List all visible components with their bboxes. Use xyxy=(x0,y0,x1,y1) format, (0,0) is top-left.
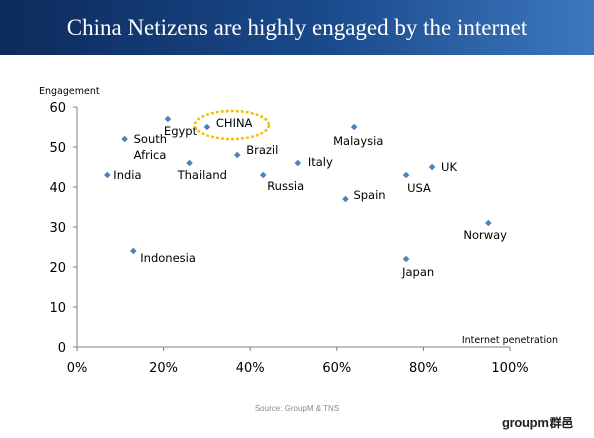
point-label: UK xyxy=(441,160,457,174)
title-bar xyxy=(0,0,594,55)
logo-text: groupm xyxy=(502,415,549,430)
highlight-ellipse xyxy=(193,109,271,141)
y-tick-label: 50 xyxy=(49,141,66,156)
point-label: USA xyxy=(407,181,431,195)
point-label: Thailand xyxy=(177,168,227,182)
point-label: Norway xyxy=(463,228,507,242)
x-tick-label: 40% xyxy=(236,361,265,376)
data-point xyxy=(186,159,193,167)
y-tick-label: 20 xyxy=(49,261,66,276)
point-label: CHINA xyxy=(216,116,253,130)
data-point xyxy=(402,171,410,179)
data-point xyxy=(350,123,358,131)
data-point xyxy=(342,195,349,203)
data-point xyxy=(402,255,410,263)
point-label: Spain xyxy=(353,188,385,202)
x-tick-label: 60% xyxy=(322,361,351,376)
data-point xyxy=(104,171,111,179)
data-point xyxy=(203,123,211,131)
x-tick-label: 100% xyxy=(491,361,528,376)
x-tick-label: 80% xyxy=(409,361,438,376)
data-point xyxy=(129,247,137,255)
data-point xyxy=(294,159,302,167)
page-title: China Netizens are highly engaged by the… xyxy=(66,15,528,40)
x-tick-label: 0% xyxy=(67,361,88,376)
point-label: Egypt xyxy=(164,124,198,138)
data-point xyxy=(428,163,436,171)
data-point xyxy=(121,135,128,143)
point-label: India xyxy=(113,168,141,182)
point-label: South Africa xyxy=(134,132,167,162)
y-tick-label: 30 xyxy=(49,221,66,236)
y-tick-label: 0 xyxy=(58,341,66,356)
point-label: Russia xyxy=(267,179,304,193)
data-point xyxy=(233,151,241,159)
data-point xyxy=(164,115,172,123)
y-tick-label: 10 xyxy=(49,301,66,316)
point-label: Japan xyxy=(401,265,434,279)
point-label: Brazil xyxy=(246,143,278,157)
source-note: Source: GroupM & TNS xyxy=(254,404,340,413)
y-axis-title: Engagement xyxy=(39,86,100,97)
scatter-chart: 0 10 20 30 40 50 60 0% 20% 40% 60% 80% 100% Engagemen… xyxy=(39,86,558,376)
point-label: Malaysia xyxy=(333,134,383,148)
data-point xyxy=(259,171,267,179)
point-label: Italy xyxy=(308,155,333,169)
data-point xyxy=(485,219,492,227)
groupm-logo: groupm群邑 xyxy=(502,414,573,431)
y-tick-label: 40 xyxy=(49,181,66,196)
y-tick-label: 60 xyxy=(49,101,66,116)
logo-glyph: 群邑 xyxy=(549,416,574,430)
point-label: Indonesia xyxy=(140,251,196,265)
x-tick-label: 20% xyxy=(149,361,178,376)
x-axis-title: Internet penetration xyxy=(462,335,558,346)
